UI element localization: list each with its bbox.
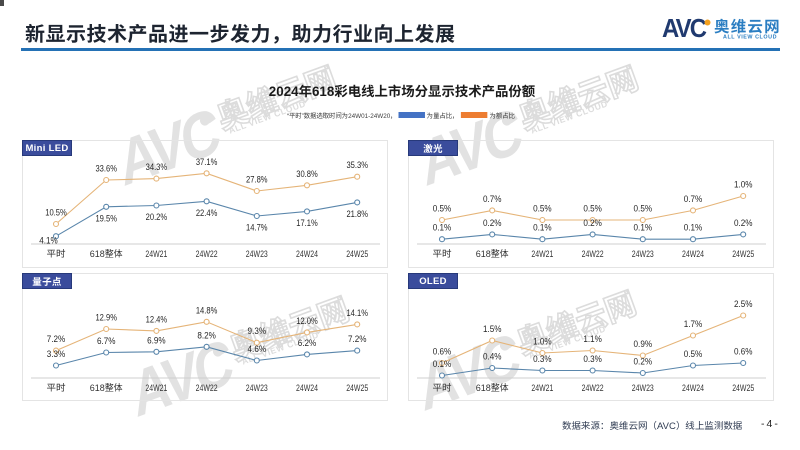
svg-text:618整体: 618整体: [90, 249, 123, 260]
svg-text:14.1%: 14.1%: [346, 308, 368, 318]
svg-text:0.2%: 0.2%: [734, 218, 753, 228]
svg-text:30.8%: 30.8%: [296, 169, 318, 179]
svg-text:1.7%: 1.7%: [684, 319, 703, 329]
svg-text:0.6%: 0.6%: [433, 347, 452, 357]
svg-text:24W25: 24W25: [732, 383, 754, 394]
svg-text:0.5%: 0.5%: [433, 204, 452, 214]
svg-text:0.5%: 0.5%: [634, 204, 653, 214]
svg-text:0.5%: 0.5%: [684, 349, 703, 359]
svg-text:0.2%: 0.2%: [634, 357, 653, 367]
svg-text:平时: 平时: [433, 249, 452, 260]
svg-text:0.7%: 0.7%: [483, 194, 502, 204]
svg-text:37.1%: 37.1%: [196, 157, 218, 167]
svg-text:27.8%: 27.8%: [246, 175, 267, 185]
svg-text:0.1%: 0.1%: [684, 223, 703, 233]
svg-text:0.1%: 0.1%: [433, 359, 452, 369]
svg-text:0.3%: 0.3%: [583, 354, 602, 364]
svg-text:14.8%: 14.8%: [196, 305, 218, 315]
svg-text:8.2%: 8.2%: [197, 330, 216, 340]
svg-text:1.0%: 1.0%: [734, 180, 753, 190]
svg-text:24W25: 24W25: [346, 383, 368, 394]
svg-text:618整体: 618整体: [476, 383, 509, 394]
svg-text:20.2%: 20.2%: [146, 212, 168, 222]
svg-text:12.9%: 12.9%: [95, 313, 117, 323]
svg-text:24W23: 24W23: [246, 383, 268, 394]
svg-text:35.3%: 35.3%: [346, 160, 368, 170]
svg-text:24W22: 24W22: [582, 249, 604, 260]
svg-text:34.3%: 34.3%: [146, 162, 168, 172]
svg-text:ALL VIEW CLOUD: ALL VIEW CLOUD: [723, 35, 777, 41]
svg-text:0.3%: 0.3%: [533, 354, 552, 364]
svg-text:10.5%: 10.5%: [45, 208, 67, 218]
svg-text:618整体: 618整体: [476, 249, 509, 260]
svg-text:0.7%: 0.7%: [684, 194, 703, 204]
svg-text:24W22: 24W22: [196, 383, 218, 394]
svg-text:24W21: 24W21: [531, 249, 553, 260]
svg-text:24W24: 24W24: [682, 383, 704, 394]
svg-text:1.0%: 1.0%: [533, 337, 552, 347]
svg-text:17.1%: 17.1%: [296, 218, 318, 228]
svg-text:4.1%: 4.1%: [39, 236, 58, 246]
svg-text:24W24: 24W24: [682, 249, 704, 260]
svg-text:平时: 平时: [47, 383, 66, 394]
svg-text:0.5%: 0.5%: [533, 204, 552, 214]
svg-text:0.6%: 0.6%: [734, 347, 753, 357]
svg-text:7.2%: 7.2%: [348, 334, 367, 344]
svg-text:618整体: 618整体: [90, 383, 123, 394]
svg-text:0.2%: 0.2%: [583, 218, 602, 228]
svg-text:2.5%: 2.5%: [734, 299, 753, 309]
svg-text:奥维云网: 奥维云网: [714, 18, 781, 36]
svg-text:24W22: 24W22: [582, 383, 604, 394]
svg-text:平时: 平时: [433, 383, 452, 394]
svg-text:24W25: 24W25: [346, 249, 368, 260]
svg-text:7.2%: 7.2%: [47, 334, 66, 344]
svg-text:24W21: 24W21: [145, 249, 167, 260]
svg-text:0.1%: 0.1%: [634, 223, 653, 233]
svg-text:9.3%: 9.3%: [248, 326, 266, 336]
svg-text:33.6%: 33.6%: [95, 164, 117, 174]
svg-text:24W22: 24W22: [196, 249, 218, 260]
svg-text:21.8%: 21.8%: [346, 209, 368, 219]
svg-text:0.4%: 0.4%: [483, 352, 502, 362]
svg-text:0.9%: 0.9%: [634, 339, 653, 349]
svg-text:1.5%: 1.5%: [483, 324, 502, 334]
svg-text:0.5%: 0.5%: [583, 204, 602, 214]
svg-text:24W23: 24W23: [632, 383, 654, 394]
svg-text:24W24: 24W24: [296, 383, 318, 394]
svg-text:22.4%: 22.4%: [196, 208, 218, 218]
svg-text:12.4%: 12.4%: [146, 314, 168, 324]
svg-text:14.7%: 14.7%: [246, 223, 267, 233]
svg-text:1.1%: 1.1%: [583, 334, 602, 344]
svg-text:24W23: 24W23: [246, 249, 268, 260]
svg-text:0.1%: 0.1%: [433, 223, 452, 233]
svg-text:AVC: AVC: [662, 15, 707, 43]
svg-text:19.5%: 19.5%: [95, 213, 117, 223]
svg-text:24W23: 24W23: [632, 249, 654, 260]
svg-text:24W21: 24W21: [531, 383, 553, 394]
svg-text:24W24: 24W24: [296, 249, 318, 260]
svg-text:6.2%: 6.2%: [298, 338, 317, 348]
svg-text:6.9%: 6.9%: [147, 335, 166, 345]
svg-text:24W25: 24W25: [732, 249, 754, 260]
svg-text:4.6%: 4.6%: [248, 344, 266, 354]
svg-text:6.7%: 6.7%: [97, 336, 116, 346]
svg-text:3.3%: 3.3%: [47, 349, 66, 359]
svg-text:平时: 平时: [47, 249, 66, 260]
svg-text:0.2%: 0.2%: [483, 218, 502, 228]
svg-text:0.1%: 0.1%: [533, 223, 552, 233]
svg-text:12.0%: 12.0%: [296, 316, 318, 326]
svg-text:24W21: 24W21: [145, 383, 167, 394]
